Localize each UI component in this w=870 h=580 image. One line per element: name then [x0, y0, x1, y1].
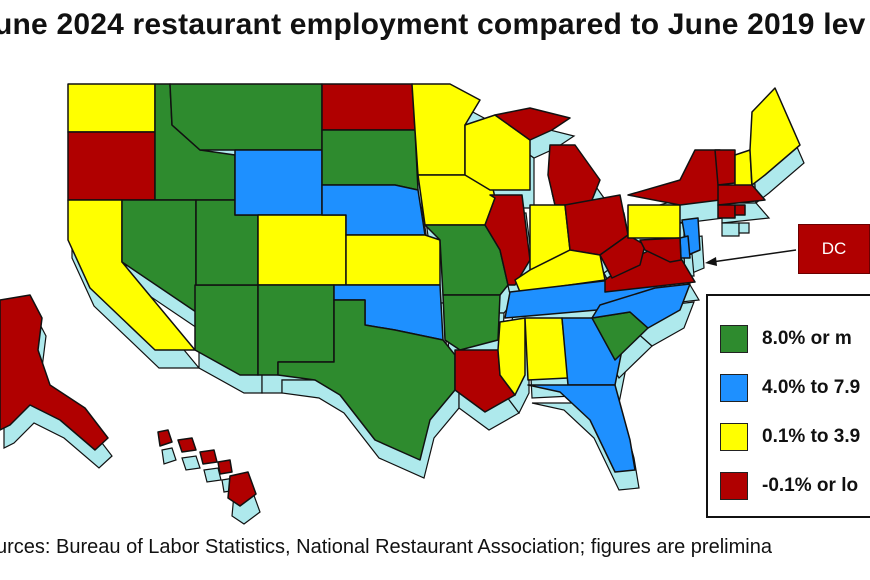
state-NY[interactable] — [627, 149, 721, 206]
states-layer — [0, 83, 801, 507]
state-NH[interactable] — [734, 149, 753, 189]
state-AR[interactable] — [442, 294, 501, 351]
dc-label: DC — [821, 239, 847, 258]
dc-pointer-line — [711, 249, 797, 263]
legend-label-yellow: 0.1% to 3.9 — [762, 426, 861, 447]
legend-label-blue: 4.0% to 7.9 — [762, 377, 861, 398]
state-MI-UP[interactable] — [494, 107, 571, 141]
state-VT[interactable] — [714, 149, 736, 186]
extrusion-RI — [738, 222, 750, 234]
state-MI[interactable] — [547, 144, 601, 206]
state-HI[interactable] — [157, 429, 257, 507]
legend-item-red: -0.1% or lo — [720, 471, 870, 501]
dc-label-box: DC — [798, 224, 870, 274]
dc-pointer-arrowhead — [705, 257, 717, 266]
state-TX[interactable] — [277, 299, 456, 461]
legend-swatch-yellow — [720, 423, 748, 451]
state-CT[interactable] — [717, 204, 736, 219]
state-WA[interactable] — [67, 83, 156, 133]
state-IL[interactable] — [484, 194, 531, 286]
legend-item-yellow: 0.1% to 3.9 — [720, 422, 870, 452]
legend-swatch-blue — [720, 374, 748, 402]
state-NC[interactable] — [591, 283, 691, 329]
state-KS[interactable] — [345, 234, 441, 286]
state-FL[interactable] — [527, 384, 636, 473]
source-note: urces: Bureau of Labor Statistics, Natio… — [0, 536, 772, 558]
legend-label-green: 8.0% or m — [762, 328, 852, 349]
us-state-map — [0, 83, 805, 525]
legend-item-blue: 4.0% to 7.9 — [720, 373, 870, 403]
state-CO[interactable] — [257, 214, 347, 286]
extrusion-CT — [721, 222, 740, 237]
state-MA[interactable] — [717, 184, 766, 206]
state-AK[interactable] — [0, 294, 109, 451]
legend: 8.0% or m 4.0% to 7.9 0.1% to 3.9 -0.1% … — [706, 294, 870, 518]
state-SD[interactable] — [321, 129, 419, 191]
legend-swatch-green — [720, 325, 748, 353]
extrusion-HI — [161, 447, 177, 465]
extrusion-HI — [203, 467, 222, 483]
state-OR[interactable] — [67, 131, 156, 201]
state-MD[interactable] — [639, 237, 682, 263]
state-PA[interactable] — [627, 204, 681, 239]
state-AL[interactable] — [524, 317, 569, 381]
state-RI[interactable] — [734, 204, 746, 216]
legend-item-green: 8.0% or m — [720, 324, 870, 354]
legend-swatch-red — [720, 472, 748, 500]
state-WV[interactable] — [599, 234, 646, 279]
state-ND[interactable] — [321, 83, 416, 131]
state-WY[interactable] — [234, 149, 323, 216]
map-title: une 2024 restaurant employment compared … — [0, 8, 866, 41]
state-MT[interactable] — [169, 83, 323, 151]
legend-label-red: -0.1% or lo — [762, 475, 859, 496]
extrusion-HI — [181, 455, 201, 471]
